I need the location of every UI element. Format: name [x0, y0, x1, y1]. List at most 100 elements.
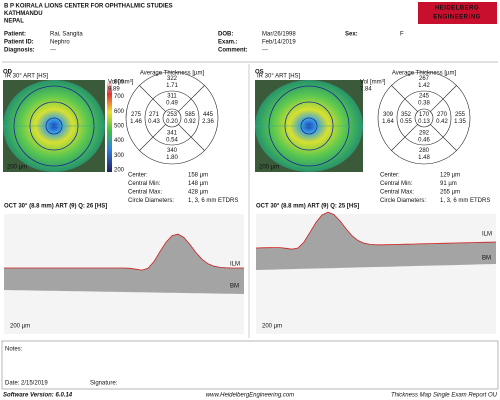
field-value: ---: [262, 48, 268, 54]
logo-text: HEIDELBERG: [435, 6, 479, 12]
sector-thickness: 292: [419, 131, 430, 137]
sector-thickness: 271: [149, 112, 160, 118]
field-label: Sex:: [345, 32, 358, 38]
institution: B P KOIRALA LIONS CENTER FOR OPHTHALMIC …: [4, 4, 173, 10]
footer-report: Thickness Map Single Exam Report OU: [391, 393, 498, 399]
stat-value: 428 µm: [188, 190, 208, 196]
colorbar-label: 700: [114, 94, 125, 100]
oct-image: [256, 214, 496, 334]
retina-layer: [256, 212, 496, 270]
stat-label: Central Min:: [380, 181, 413, 187]
field-label: Diagnosis:: [4, 48, 35, 54]
field-label: Patient:: [4, 32, 26, 38]
field-value: Feb/14/2019: [262, 40, 296, 46]
sector-volume: 1.42: [418, 83, 430, 89]
sector-volume: 1.46: [130, 119, 142, 125]
sector-volume: 0.92: [184, 119, 196, 125]
stat-value: 255 µm: [440, 190, 460, 196]
colorbar-label: 500: [114, 124, 125, 130]
sector-thickness: 340: [167, 148, 178, 154]
ilm-line: [255, 211, 497, 250]
field-value: Mar/26/1998: [262, 32, 296, 38]
logo-box: [418, 2, 497, 24]
etdrs-circle: [414, 108, 434, 128]
field-value: Nephro: [50, 40, 70, 46]
etdrs-spoke: [430, 85, 457, 112]
footer-software: Software Version: 6.0.14: [3, 393, 73, 399]
etdrs-spoke: [391, 85, 418, 112]
sector-volume: 1.80: [166, 155, 178, 161]
colorbar-label: 300: [114, 153, 125, 159]
oct-scale: 200 µm: [10, 324, 30, 330]
fundus-scale: 200 µm: [7, 165, 27, 171]
stat-label: Center:: [128, 173, 148, 179]
sector-thickness: 270: [437, 112, 448, 118]
fundus-scale: 200 µm: [259, 165, 279, 171]
etdrs-spoke: [391, 124, 418, 151]
fundus-label: IR 30° ART [HS]: [257, 74, 301, 80]
sector-thickness: 585: [185, 112, 196, 118]
bm-label: BM: [230, 284, 239, 290]
map-title: Average Thickness [µm]: [392, 71, 457, 77]
institution: KATHMANDU: [4, 11, 43, 17]
notes-label: Notes:: [5, 347, 23, 353]
fundus-label: IR 30° ART [HS]: [5, 74, 49, 80]
colorbar-label: 200: [114, 168, 125, 174]
notes-date: Date: 2/15/2019: [5, 381, 48, 387]
sector-thickness: 341: [167, 131, 178, 137]
vol-label: Vol [mm³]: [360, 80, 386, 86]
sector-volume: 1.64: [382, 119, 394, 125]
notes-box: [1, 340, 499, 390]
stat-label: Central Min:: [128, 181, 161, 187]
oct-label: OCT 30° (8.8 mm) ART (9) Q: 25 [HS]: [256, 204, 359, 210]
sector-volume: 0.43: [148, 119, 160, 125]
sector-thickness: 280: [419, 148, 430, 154]
sector-thickness: 245: [419, 94, 430, 100]
colorbar-label: 800: [114, 80, 125, 86]
sector-thickness: 170: [419, 112, 430, 118]
eye-label: OD: [3, 70, 13, 76]
sector-thickness: 311: [167, 94, 177, 100]
sector-volume: 0.20: [166, 119, 178, 125]
bm-label: BM: [482, 256, 491, 262]
etdrs-spoke: [178, 124, 205, 151]
etdrs-circle: [125, 71, 219, 165]
institution: NEPAL: [4, 19, 24, 25]
field-label: Exam.:: [218, 40, 238, 46]
etdrs-spoke: [139, 85, 166, 112]
stat-value: 91 µm: [440, 181, 457, 187]
footer-website: www.HeidelbergEngineering.com: [206, 393, 294, 399]
stat-label: Central Max:: [380, 190, 414, 196]
colorbar-label: 400: [114, 138, 125, 144]
colorbar-label: 600: [114, 109, 125, 115]
stat-value: 148 µm: [188, 181, 208, 187]
sector-volume: 0.42: [436, 119, 448, 125]
stat-label: Circle Diameters:: [380, 198, 426, 204]
etdrs-spoke: [178, 85, 205, 112]
field-label: DOB:: [218, 32, 233, 38]
stat-value: 1, 3, 6 mm ETDRS: [188, 198, 238, 204]
retina-layer: [4, 234, 244, 294]
stat-label: Central Max:: [128, 190, 162, 196]
stat-value: 158 µm: [188, 173, 208, 179]
oct-label: OCT 30° (8.8 mm) ART (9) Q: 26 [HS]: [4, 204, 107, 210]
sector-thickness: 255: [455, 112, 466, 118]
sector-volume: 2.36: [202, 119, 214, 125]
etdrs-circle: [377, 71, 471, 165]
vol-value: 9.89: [108, 87, 120, 93]
field-value: Rai, Sangita: [50, 32, 83, 38]
sector-volume: 0.54: [166, 138, 178, 144]
sector-volume: 0.49: [166, 101, 178, 107]
sector-volume: 0.38: [418, 101, 430, 107]
etdrs-spoke: [139, 124, 166, 151]
oct-scale: 200 µm: [262, 324, 282, 330]
ilm-label: ILM: [482, 232, 492, 238]
sector-thickness: 322: [167, 76, 178, 82]
vol-label: Vol [mm³]: [108, 80, 134, 86]
field-value: F: [400, 32, 404, 38]
sector-volume: 0.46: [418, 138, 430, 144]
sector-thickness: 267: [419, 76, 430, 82]
etdrs-spoke: [430, 124, 457, 151]
field-label: Patient ID:: [4, 40, 34, 46]
